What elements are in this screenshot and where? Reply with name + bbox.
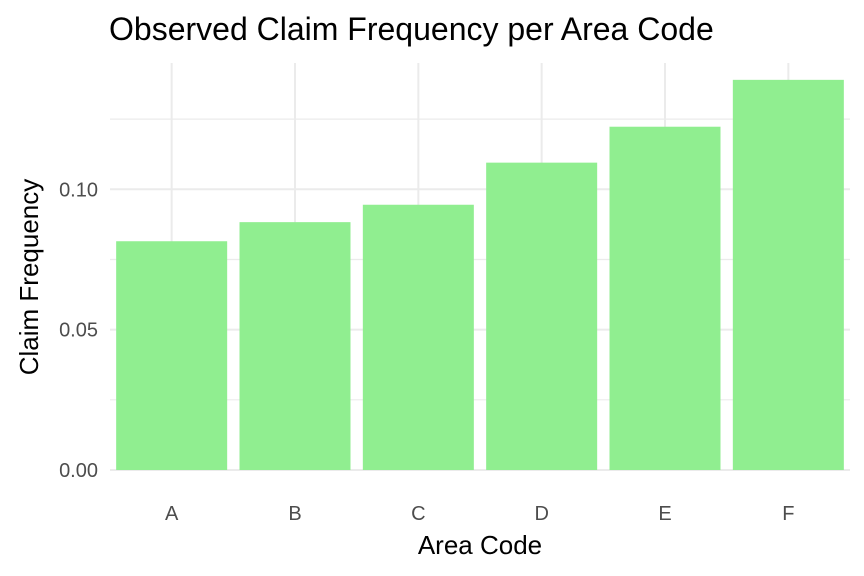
bar-E bbox=[609, 126, 721, 470]
bar-F bbox=[732, 79, 844, 471]
bar-D bbox=[486, 162, 598, 470]
y-tick-label: 0.10 bbox=[59, 179, 98, 201]
y-axis-tick-labels: 0.00 0.05 0.10 bbox=[59, 179, 98, 482]
x-axis-tick-labels: A B C D E F bbox=[165, 503, 794, 525]
x-tick-label: C bbox=[411, 503, 425, 525]
bar-B bbox=[239, 222, 351, 470]
y-tick-label: 0.00 bbox=[59, 460, 98, 482]
x-tick-label: F bbox=[782, 503, 794, 525]
x-tick-label: A bbox=[165, 503, 179, 525]
y-axis-title: Claim Frequency bbox=[14, 179, 44, 376]
bar-C bbox=[362, 204, 474, 470]
y-tick-label: 0.05 bbox=[59, 320, 98, 342]
x-axis-title: Area Code bbox=[418, 530, 542, 560]
bar-A bbox=[116, 241, 228, 470]
bars bbox=[116, 79, 844, 471]
x-tick-label: B bbox=[288, 503, 301, 525]
chart-title: Observed Claim Frequency per Area Code bbox=[109, 11, 714, 47]
x-tick-label: E bbox=[658, 503, 671, 525]
x-tick-label: D bbox=[534, 503, 548, 525]
